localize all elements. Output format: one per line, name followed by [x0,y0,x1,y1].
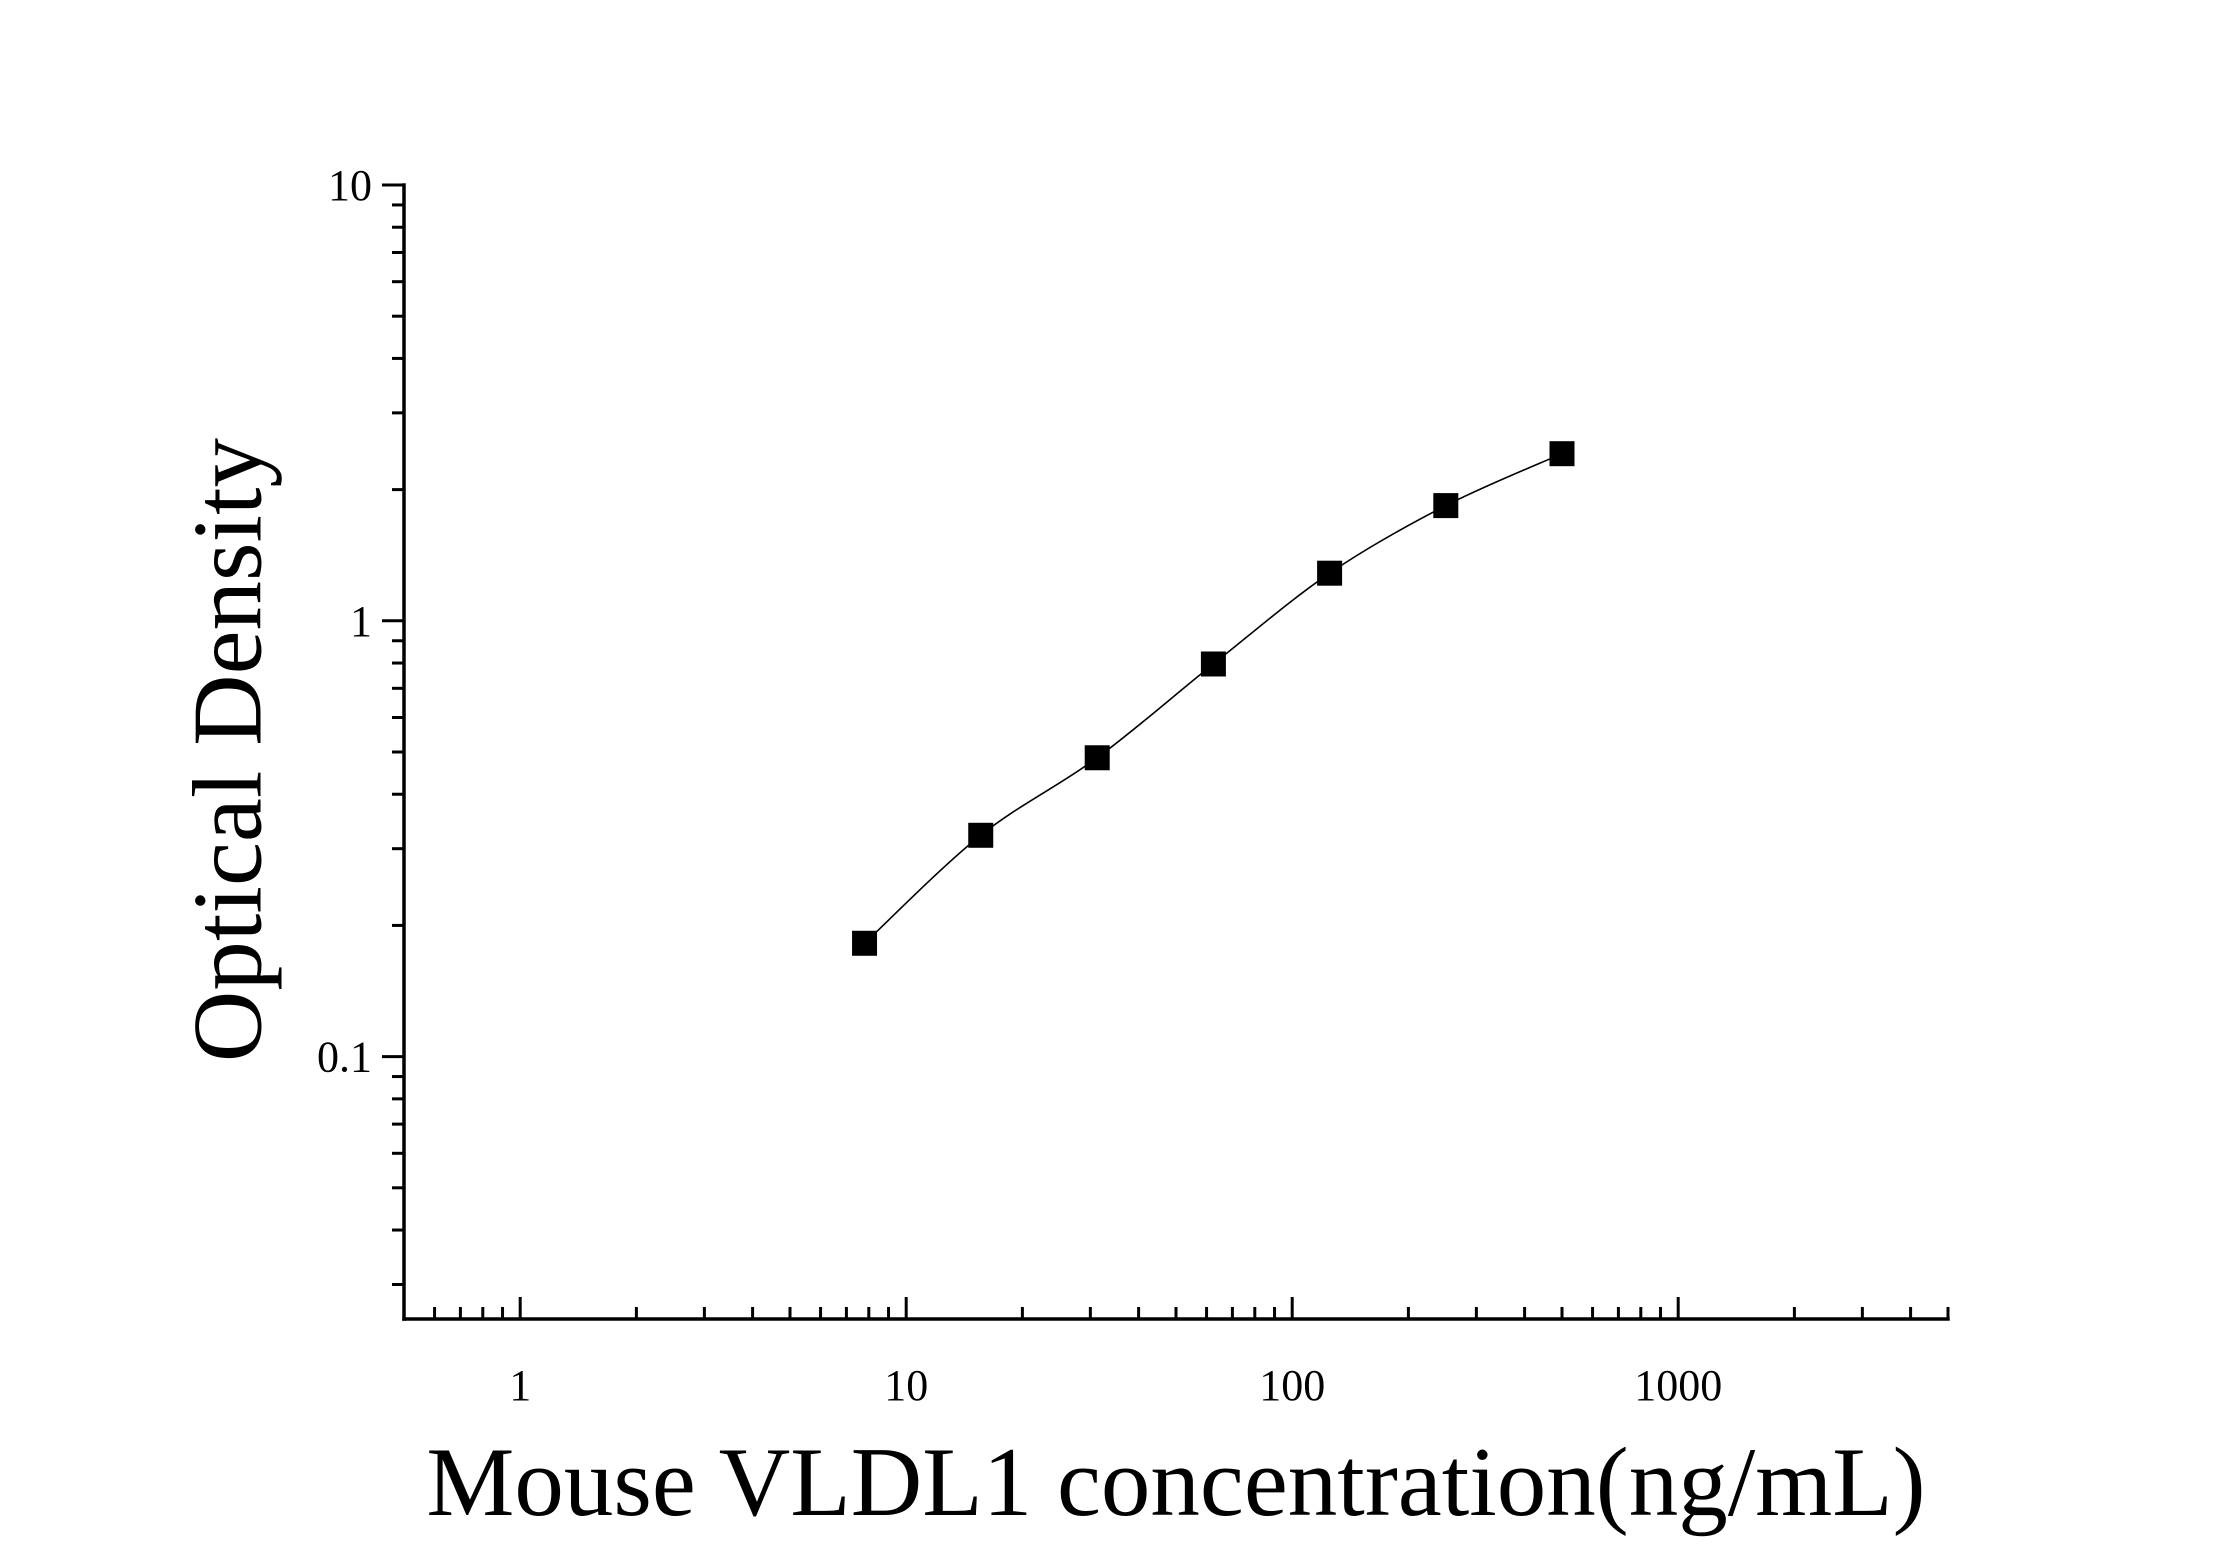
fit-curve [864,452,1563,944]
x-tick-label: 1 [509,1361,531,1410]
data-point [1433,493,1459,519]
y-axis-title: Optical Density [174,437,283,1062]
x-axis-title: Mouse VLDL1 concentration(ng/mL) [426,1428,1925,1537]
x-axis-tick-labels: 1 10 100 1000 [509,1361,1722,1410]
data-point [968,822,994,848]
x-tick-label: 1000 [1634,1361,1722,1410]
plot-area [852,441,1575,956]
x-axis-ticks [402,1297,1950,1319]
y-tick-label: 1 [350,597,372,646]
y-tick-label: 10 [328,161,372,210]
data-point [1317,560,1343,586]
y-tick-label: 0.1 [317,1033,372,1082]
y-axis-ticks [382,183,404,1286]
data-point [852,930,878,956]
data-point [1084,745,1110,771]
x-tick-label: 10 [884,1361,928,1410]
data-point [1549,441,1575,467]
x-tick-label: 100 [1259,1361,1325,1410]
data-point [1200,651,1226,677]
data-points [852,441,1575,956]
y-axis-tick-labels: 0.1 1 10 [317,161,372,1082]
